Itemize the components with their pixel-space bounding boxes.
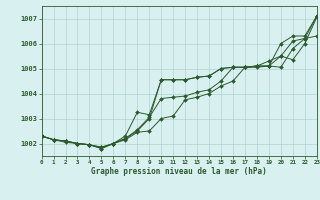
X-axis label: Graphe pression niveau de la mer (hPa): Graphe pression niveau de la mer (hPa): [91, 167, 267, 176]
